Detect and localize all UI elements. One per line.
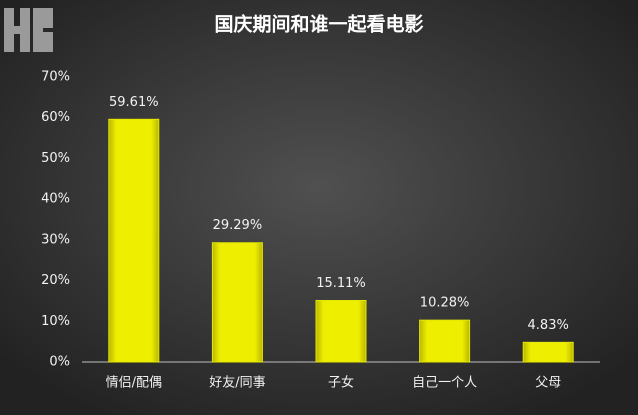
bar	[315, 299, 367, 363]
x-tick-label: 自己一个人	[412, 376, 477, 391]
y-tick-label: 60%	[41, 110, 70, 125]
bar	[522, 341, 574, 363]
bar	[211, 242, 263, 363]
bar	[108, 118, 160, 363]
bar	[419, 319, 471, 363]
x-tick-label: 父母	[535, 376, 561, 391]
value-label: 10.28%	[420, 296, 470, 311]
value-label: 59.61%	[109, 95, 159, 110]
value-label: 29.29%	[213, 218, 263, 233]
x-tick-label: 好友/同事	[209, 375, 265, 391]
x-tick-label: 情侣/配偶	[106, 376, 162, 391]
y-tick-label: 70%	[41, 70, 70, 85]
y-tick-label: 40%	[41, 192, 70, 207]
value-label: 4.83%	[528, 318, 569, 333]
y-tick-label: 10%	[41, 314, 70, 329]
x-tick-label: 子女	[328, 375, 354, 391]
y-tick-label: 20%	[41, 273, 70, 288]
value-label: 15.11%	[316, 276, 366, 291]
y-tick-label: 30%	[41, 232, 70, 247]
y-tick-label: 0%	[49, 355, 70, 370]
chart-title: 国庆期间和谁一起看电影	[214, 13, 423, 36]
y-tick-label: 50%	[41, 151, 70, 166]
logo	[4, 8, 53, 52]
